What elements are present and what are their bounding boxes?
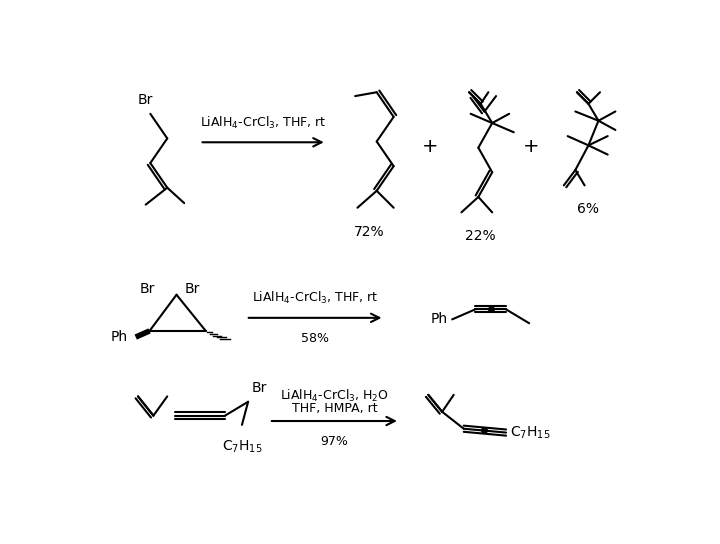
Text: 72%: 72% <box>354 225 384 239</box>
Text: LiAlH$_4$-CrCl$_3$, THF, rt: LiAlH$_4$-CrCl$_3$, THF, rt <box>252 290 378 306</box>
Text: Br: Br <box>184 282 199 295</box>
Text: +: + <box>423 137 439 156</box>
Text: 97%: 97% <box>320 435 348 448</box>
Text: LiAlH$_4$-CrCl$_3$, H$_2$O: LiAlH$_4$-CrCl$_3$, H$_2$O <box>280 388 389 404</box>
Text: 6%: 6% <box>577 202 600 217</box>
Text: Br: Br <box>138 93 153 107</box>
Text: LiAlH$_4$-CrCl$_3$, THF, rt: LiAlH$_4$-CrCl$_3$, THF, rt <box>199 115 326 131</box>
Text: THF, HMPA, rt: THF, HMPA, rt <box>292 402 377 415</box>
Text: C$_7$H$_{15}$: C$_7$H$_{15}$ <box>510 424 551 441</box>
Text: C$_7$H$_{15}$: C$_7$H$_{15}$ <box>222 438 262 455</box>
Text: 58%: 58% <box>301 332 329 345</box>
Text: Br: Br <box>140 282 155 295</box>
Text: Ph: Ph <box>111 330 128 344</box>
Text: 22%: 22% <box>465 229 496 243</box>
Text: Ph: Ph <box>431 312 448 326</box>
Text: +: + <box>523 137 539 156</box>
Text: Br: Br <box>252 381 267 395</box>
